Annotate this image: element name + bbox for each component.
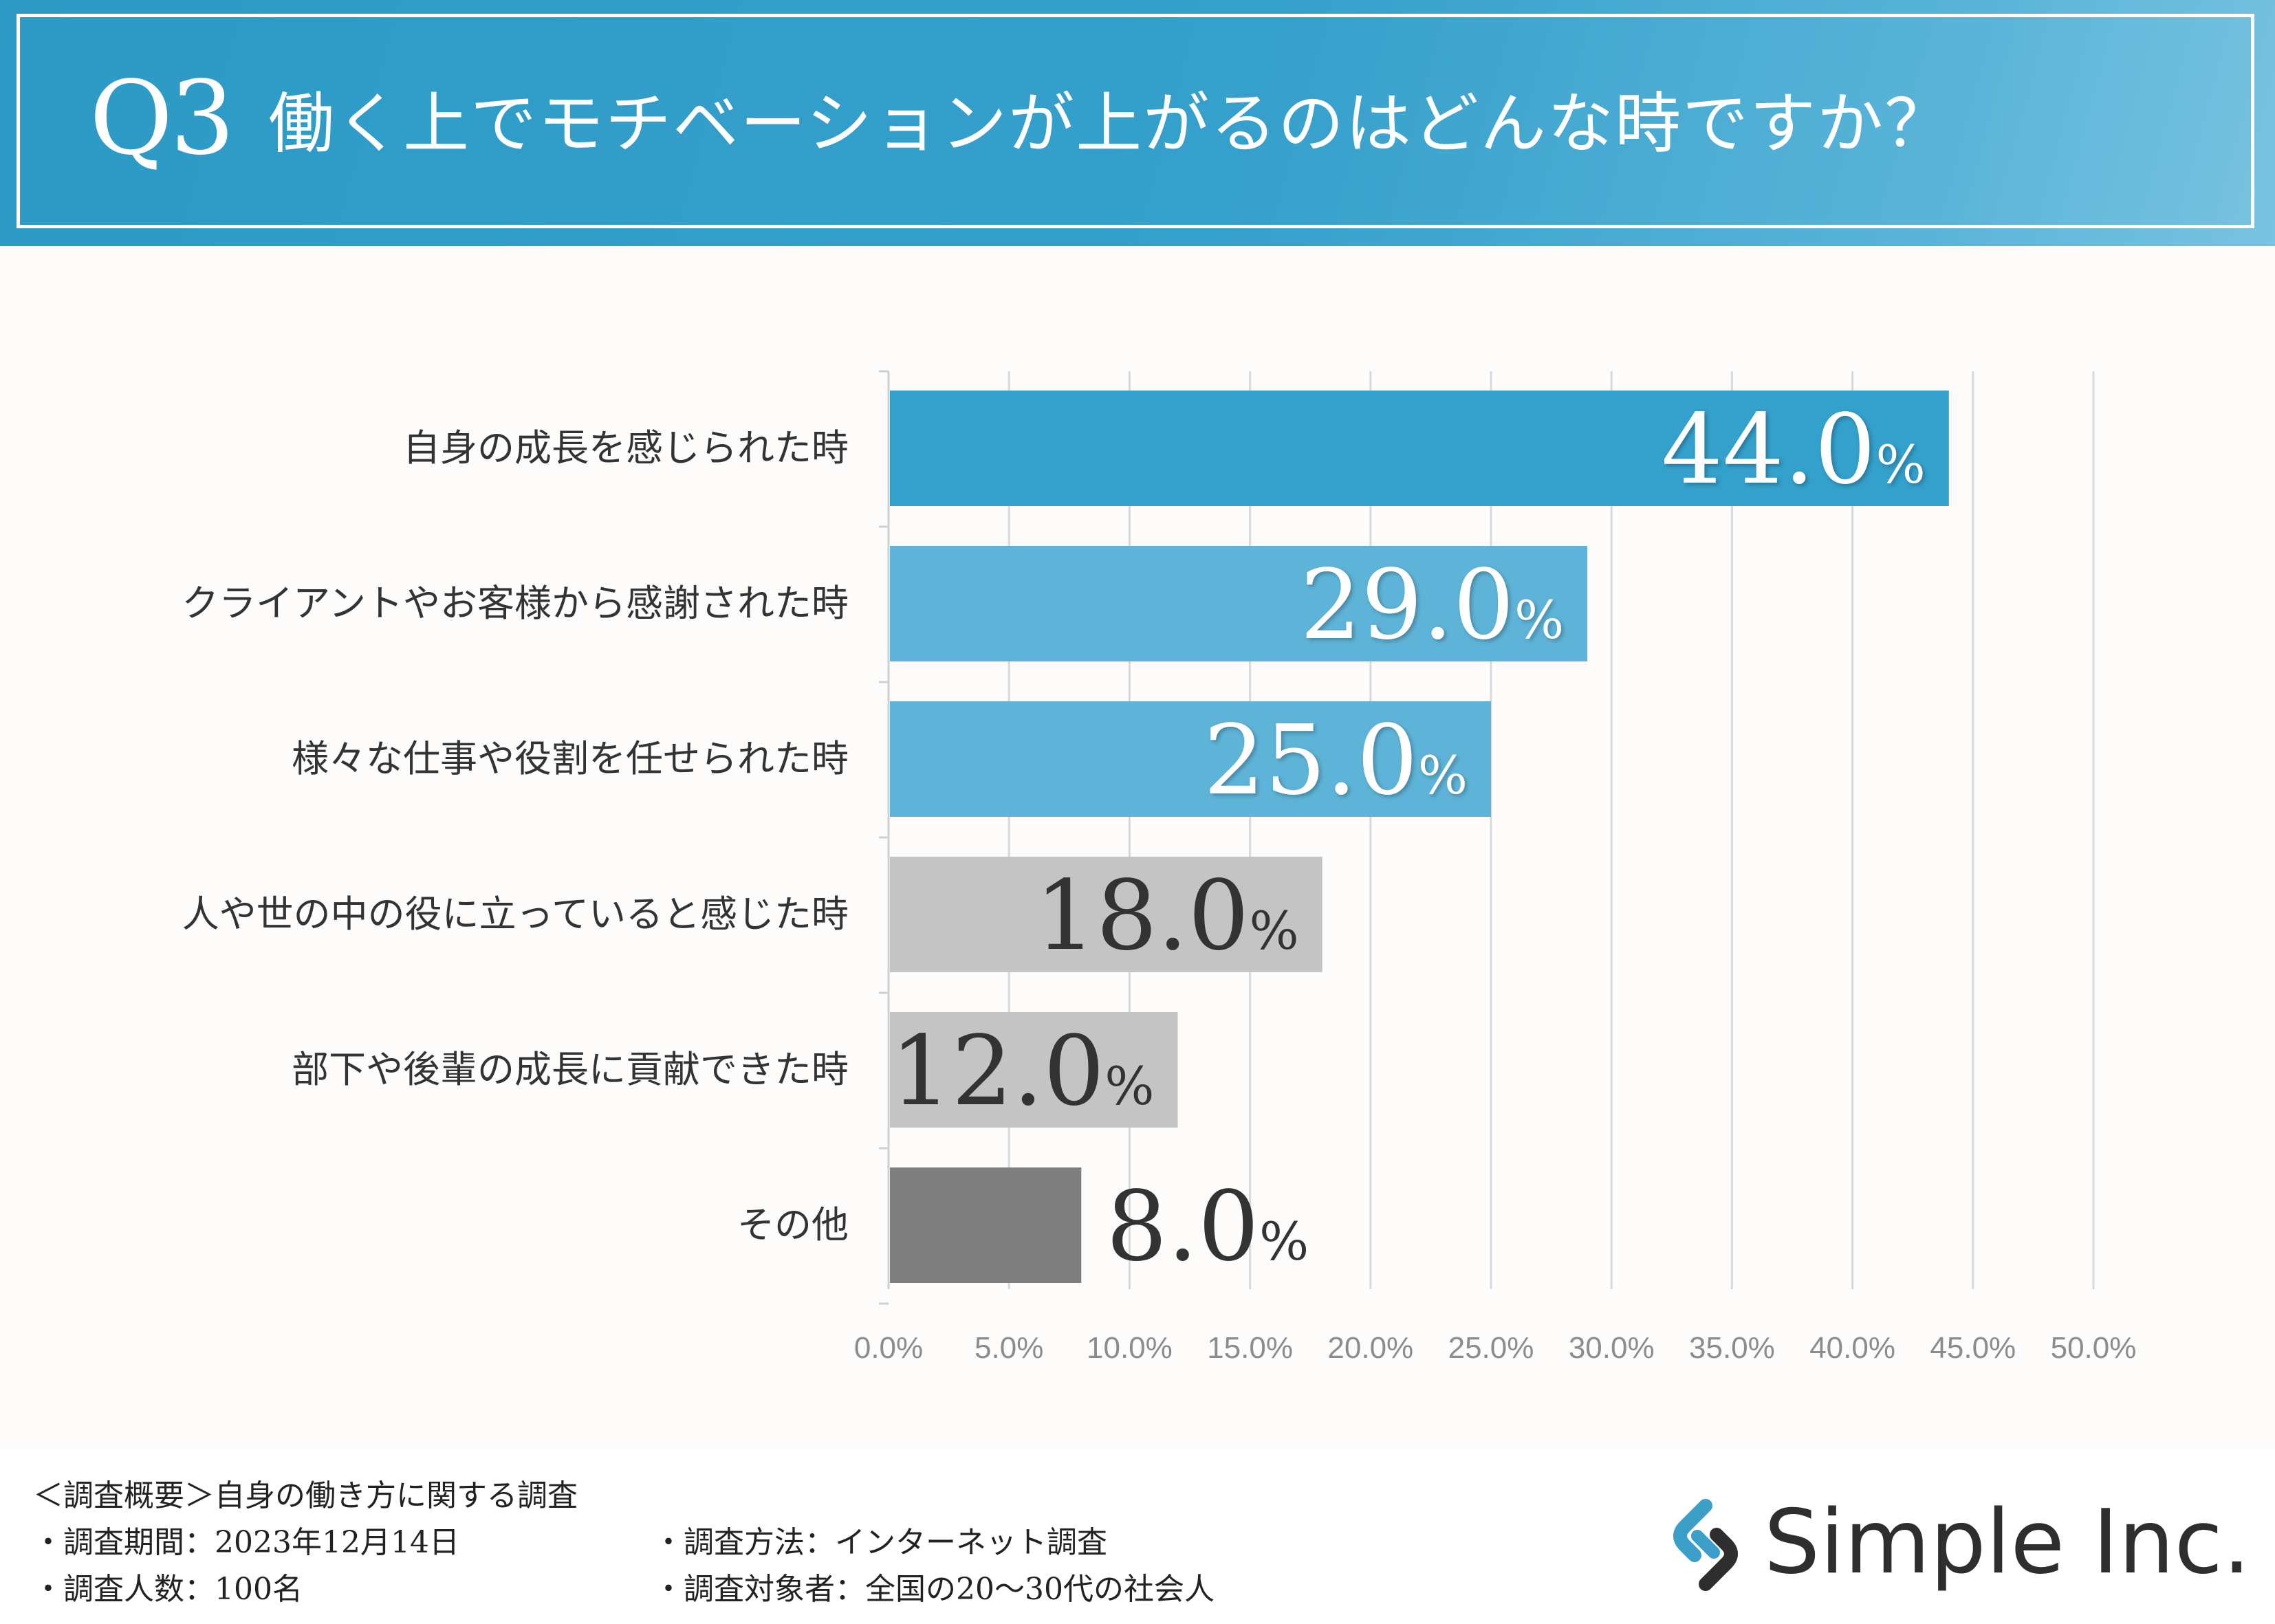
x-tick-label: 25.0%	[1448, 1331, 1534, 1365]
x-tick-label: 45.0%	[1930, 1331, 2016, 1365]
x-tick-label: 20.0%	[1327, 1331, 1413, 1365]
category-label: 様々な仕事や役割を任せられた時	[292, 737, 849, 780]
data-label: 8.0%	[1106, 1171, 1309, 1283]
survey-count: ・調査人数：100名	[33, 1572, 303, 1607]
x-tick-label: 50.0%	[2051, 1331, 2137, 1365]
data-label: 12.0%	[891, 1016, 1155, 1128]
grid-lines	[879, 370, 2095, 1305]
header-frame	[17, 14, 2254, 228]
survey-summary-title: ＜調査概要＞自身の働き方に関する調査	[33, 1478, 578, 1513]
header-banner: Q3 働く上でモチベーションが上がるのはどんな時ですか？	[0, 0, 2275, 246]
category-labels: 自身の成長を感じられた時 44.0% クライアントやお客様から感謝された時 29.0%…	[182, 394, 1926, 1283]
x-tick-label: 15.0%	[1207, 1331, 1293, 1365]
bars	[890, 391, 1949, 1283]
category-label: 部下や後輩の成長に貢献できた時	[292, 1048, 849, 1091]
category-label: 自身の成長を感じられた時	[403, 426, 849, 470]
x-tick-label: 35.0%	[1689, 1331, 1775, 1365]
bar	[890, 391, 1949, 506]
data-label: 25.0%	[1204, 705, 1468, 817]
question-title: 働く上でモチベーションが上がるのはどんな時ですか？	[268, 85, 1952, 162]
survey-method: ・調査方法：インターネット調査	[653, 1525, 1107, 1560]
category-label: クライアントやお客様から感謝された時	[182, 582, 849, 625]
x-tick-labels: 0.0% 5.0% 10.0% 15.0% 20.0% 25.0% 30.0% 35.0% 40…	[854, 1331, 2137, 1365]
bar	[890, 1167, 1082, 1283]
bar	[890, 546, 1588, 661]
bar	[890, 701, 1491, 817]
x-tick-label: 40.0%	[1809, 1331, 1895, 1365]
data-label: 44.0%	[1662, 394, 1926, 506]
bar	[890, 1012, 1178, 1128]
company-logo: Simple Inc.	[1657, 1491, 2251, 1596]
footer	[0, 1451, 2275, 1624]
x-tick-label: 10.0%	[1087, 1331, 1173, 1365]
logo-text: Simple Inc.	[1764, 1491, 2251, 1594]
bar	[890, 857, 1322, 972]
category-label: その他	[737, 1203, 849, 1247]
x-tick-label: 5.0%	[975, 1331, 1043, 1365]
data-label: 29.0%	[1300, 549, 1564, 661]
x-tick-label: 30.0%	[1569, 1331, 1655, 1365]
survey-target: ・調査対象者：全国の20〜30代の社会人	[653, 1572, 1215, 1607]
category-label: 人や世の中の役に立っていると感じた時	[182, 892, 849, 936]
survey-period: ・調査期間：2023年12月14日	[33, 1525, 459, 1560]
data-label: 18.0%	[1035, 860, 1299, 972]
simple-link-logo-icon	[1673, 1499, 1738, 1591]
x-tick-label: 0.0%	[854, 1331, 923, 1365]
question-number: Q3	[89, 59, 235, 177]
bar-chart: 自身の成長を感じられた時 44.0% クライアントやお客様から感謝された時 29.0%…	[182, 370, 2137, 1365]
